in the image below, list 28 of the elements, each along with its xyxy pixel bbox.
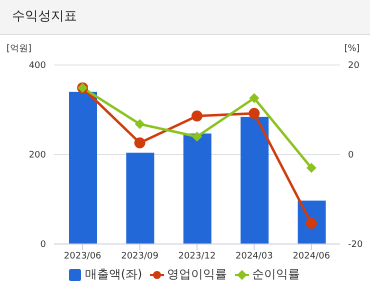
point (249, 93, 260, 104)
point (306, 162, 316, 173)
legend-label: 영업이익률 (167, 266, 228, 283)
chart-title: 수익성지표 (0, 0, 370, 35)
y2-tick-label: 0 (348, 150, 354, 161)
point (248, 108, 260, 119)
x-tick-label: 2024/03 (236, 251, 273, 262)
x-tick-label: 2023/09 (121, 251, 159, 262)
bar (183, 133, 212, 244)
y2-axis-title: [%] (344, 44, 360, 54)
point (134, 137, 146, 148)
y-tick-label: 200 (28, 150, 46, 161)
y2-tick-label: -20 (348, 240, 363, 250)
y-axis-title: [억원] (6, 44, 32, 54)
point (192, 132, 202, 142)
legend-label: 순이익률 (252, 266, 300, 283)
y2-tick-label: 20 (348, 61, 360, 72)
bar (69, 92, 97, 244)
x-tick-label: 2023/12 (178, 251, 216, 262)
point (192, 110, 202, 122)
y-tick-label: 400 (28, 61, 46, 72)
point (134, 119, 145, 130)
legend-label: 매출액(좌) (84, 266, 142, 283)
x-tick-label: 2023/06 (64, 251, 102, 262)
bar (240, 116, 269, 244)
y-tick-label: 0 (40, 240, 46, 250)
bar (126, 152, 154, 244)
x-tick-label: 2024/06 (292, 251, 330, 262)
